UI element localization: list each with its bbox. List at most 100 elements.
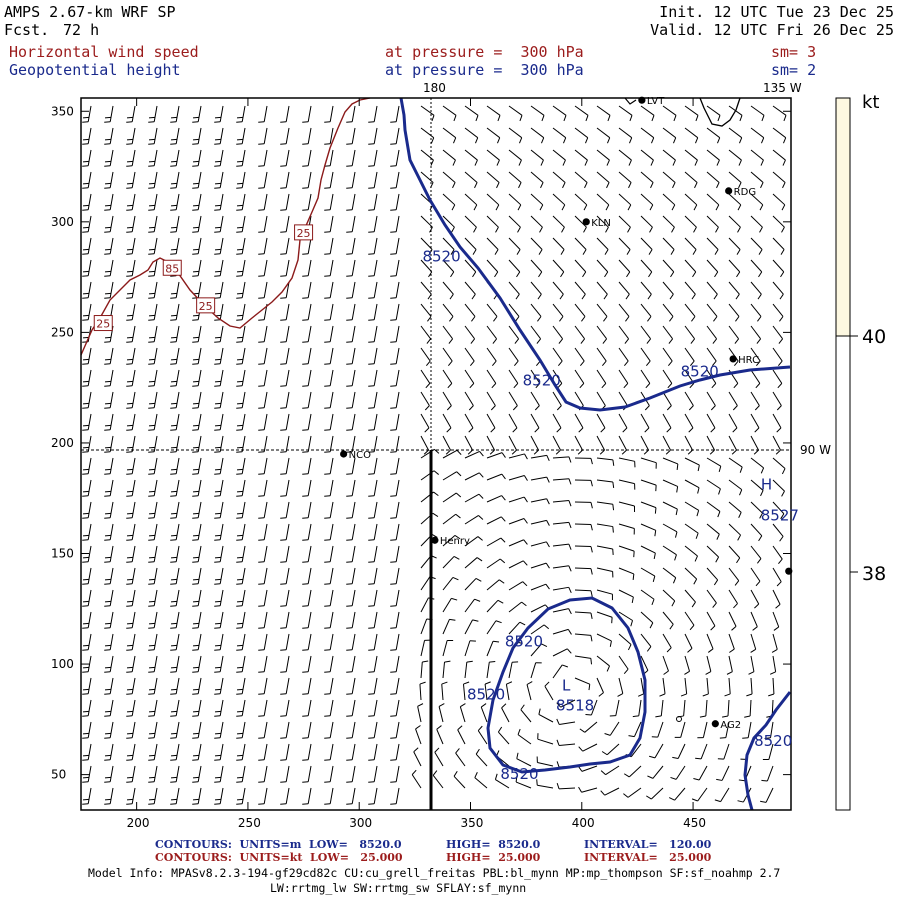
axis-ticks: 200 250 300 350 400 450 50 100 150 200 250 300 350 — [51, 98, 791, 830]
wind-barb — [508, 237, 521, 255]
wind-barb — [420, 639, 431, 657]
wind-barb — [618, 655, 629, 675]
wind-barb — [126, 523, 136, 541]
wind-barb — [662, 193, 676, 211]
wind-barb — [442, 435, 451, 455]
wind-barb — [772, 193, 786, 211]
wind-barb — [596, 677, 604, 697]
wind-barb — [192, 787, 202, 805]
wind-barb — [442, 149, 456, 166]
wind-barb — [148, 677, 158, 695]
label-135w: 135 W — [763, 81, 802, 95]
wind-barb — [706, 193, 720, 211]
wind-barb — [302, 765, 312, 783]
wind-barb — [662, 171, 676, 189]
wind-barb — [258, 391, 268, 409]
wind-barb — [728, 281, 740, 300]
wind-barb — [148, 655, 158, 673]
fcst-label: Fcst. — [4, 21, 50, 39]
wind-barb — [82, 743, 92, 761]
wind-barb — [464, 536, 483, 547]
wind-barb — [574, 611, 593, 620]
wind-barb — [126, 479, 136, 497]
wind-barb — [486, 369, 497, 389]
wind-barb — [170, 435, 180, 453]
wind-barb — [486, 640, 500, 657]
wind-barb — [280, 413, 290, 431]
wind-barb — [516, 752, 532, 767]
wind-barb — [442, 413, 452, 433]
wind-barb — [750, 193, 764, 211]
wind-barb — [302, 369, 312, 387]
wind-barb — [596, 589, 613, 601]
wind-barb — [126, 699, 136, 717]
wind-barb — [82, 303, 92, 321]
wind-barb — [530, 259, 543, 278]
wind-barb — [768, 677, 775, 697]
wind-barb — [552, 456, 572, 463]
wind-barb — [390, 369, 400, 387]
wind-barb — [728, 523, 741, 541]
wind-barb — [750, 347, 761, 367]
wind-barb — [346, 127, 356, 145]
wind-barb — [436, 725, 444, 745]
wind-barb — [574, 655, 593, 665]
wind-barb — [442, 391, 452, 411]
wind-barb — [552, 237, 565, 255]
wind-barb — [390, 787, 400, 805]
wind-barb — [104, 611, 114, 629]
wind-barb — [104, 281, 114, 299]
wind-barb — [82, 281, 92, 299]
wind-barb — [280, 435, 290, 453]
wind-barb — [280, 589, 290, 607]
wind-barb — [596, 435, 605, 455]
wind-barb — [280, 545, 290, 563]
wind-barb — [420, 435, 429, 455]
wind-barb — [706, 633, 714, 653]
wind-barb — [772, 259, 785, 278]
wind-barb — [324, 391, 334, 409]
wind-barb — [258, 215, 268, 233]
x-tick-label: 250 — [238, 816, 261, 830]
wind-barb — [148, 479, 158, 497]
wind-barb — [772, 413, 782, 433]
wind-barb — [464, 450, 484, 459]
wind-barb — [662, 501, 678, 516]
wind-barb — [302, 105, 312, 123]
wind-barb — [236, 215, 246, 233]
wind-barb — [552, 413, 562, 433]
wind-barb — [236, 259, 246, 277]
wind-barb — [214, 501, 224, 519]
field1-name: Horizontal wind speed — [9, 43, 199, 61]
wind-barb — [640, 611, 654, 629]
wind-barb — [662, 347, 673, 367]
wind-barb — [596, 303, 608, 322]
wind-barb — [772, 347, 783, 367]
wind-barb — [596, 523, 614, 533]
wind-barb — [170, 325, 180, 343]
wind-barb — [464, 413, 474, 433]
wind-barb — [695, 743, 708, 760]
wind-barb — [655, 699, 664, 718]
wind-barb — [192, 435, 202, 453]
wind-barb — [728, 127, 743, 144]
wind-barb — [280, 369, 290, 387]
wind-barb — [214, 567, 224, 585]
wind-barb — [346, 325, 356, 343]
wind-barb — [82, 765, 92, 783]
wind-barb — [486, 537, 506, 547]
wind-barb — [618, 105, 633, 122]
wind-barb — [368, 479, 378, 497]
wind-barb — [464, 347, 475, 367]
wind-barb — [346, 413, 356, 431]
wind-barb — [170, 545, 180, 563]
wind-barb — [662, 457, 679, 470]
wind-barb — [596, 545, 614, 555]
wind-barb — [574, 567, 593, 575]
fcst-value: 72 h — [63, 21, 100, 39]
wind-barb — [432, 770, 444, 789]
wind-barb — [302, 303, 312, 321]
wind-barb — [324, 193, 334, 211]
wind-barb — [236, 369, 246, 387]
wind-barb — [236, 567, 246, 585]
